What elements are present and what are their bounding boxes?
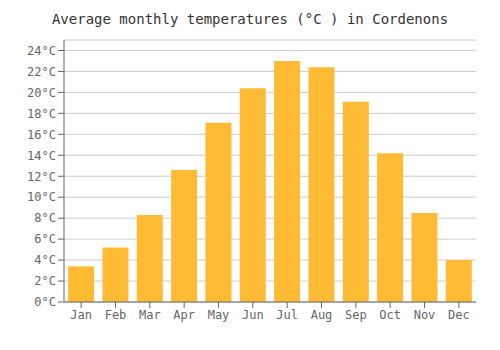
svg-text:0°C: 0°C xyxy=(34,295,56,309)
svg-text:Feb: Feb xyxy=(105,308,127,322)
svg-text:10°C: 10°C xyxy=(27,190,56,204)
svg-text:20°C: 20°C xyxy=(27,86,56,100)
svg-text:Jan: Jan xyxy=(70,308,92,322)
svg-text:4°C: 4°C xyxy=(34,253,56,267)
svg-text:Apr: Apr xyxy=(173,308,195,322)
svg-text:24°C: 24°C xyxy=(27,44,56,58)
html-text:Average monthly temperatures (: Average monthly temperatures (°C ) in Co… xyxy=(51,11,449,27)
svg-text:Jul: Jul xyxy=(276,308,298,322)
svg-text:22°C: 22°C xyxy=(27,65,56,79)
svg-text:Dec: Dec xyxy=(448,308,470,322)
svg-text:Nov: Nov xyxy=(414,308,436,322)
svg-text:18°C: 18°C xyxy=(27,107,56,121)
svg-text:Sep: Sep xyxy=(345,308,367,322)
svg-text:16°C: 16°C xyxy=(27,128,56,142)
svg-text:8°C: 8°C xyxy=(34,211,56,225)
svg-text:May: May xyxy=(208,308,230,322)
svg-text:Oct: Oct xyxy=(379,308,401,322)
svg-text:12°C: 12°C xyxy=(27,170,56,184)
svg-text:14°C: 14°C xyxy=(27,149,56,163)
svg-text:2°C: 2°C xyxy=(34,274,56,288)
svg-text:6°C: 6°C xyxy=(34,232,56,246)
svg-text:Aug: Aug xyxy=(311,308,333,322)
svg-text:Mar: Mar xyxy=(139,308,161,322)
svg-text:Jun: Jun xyxy=(242,308,264,322)
